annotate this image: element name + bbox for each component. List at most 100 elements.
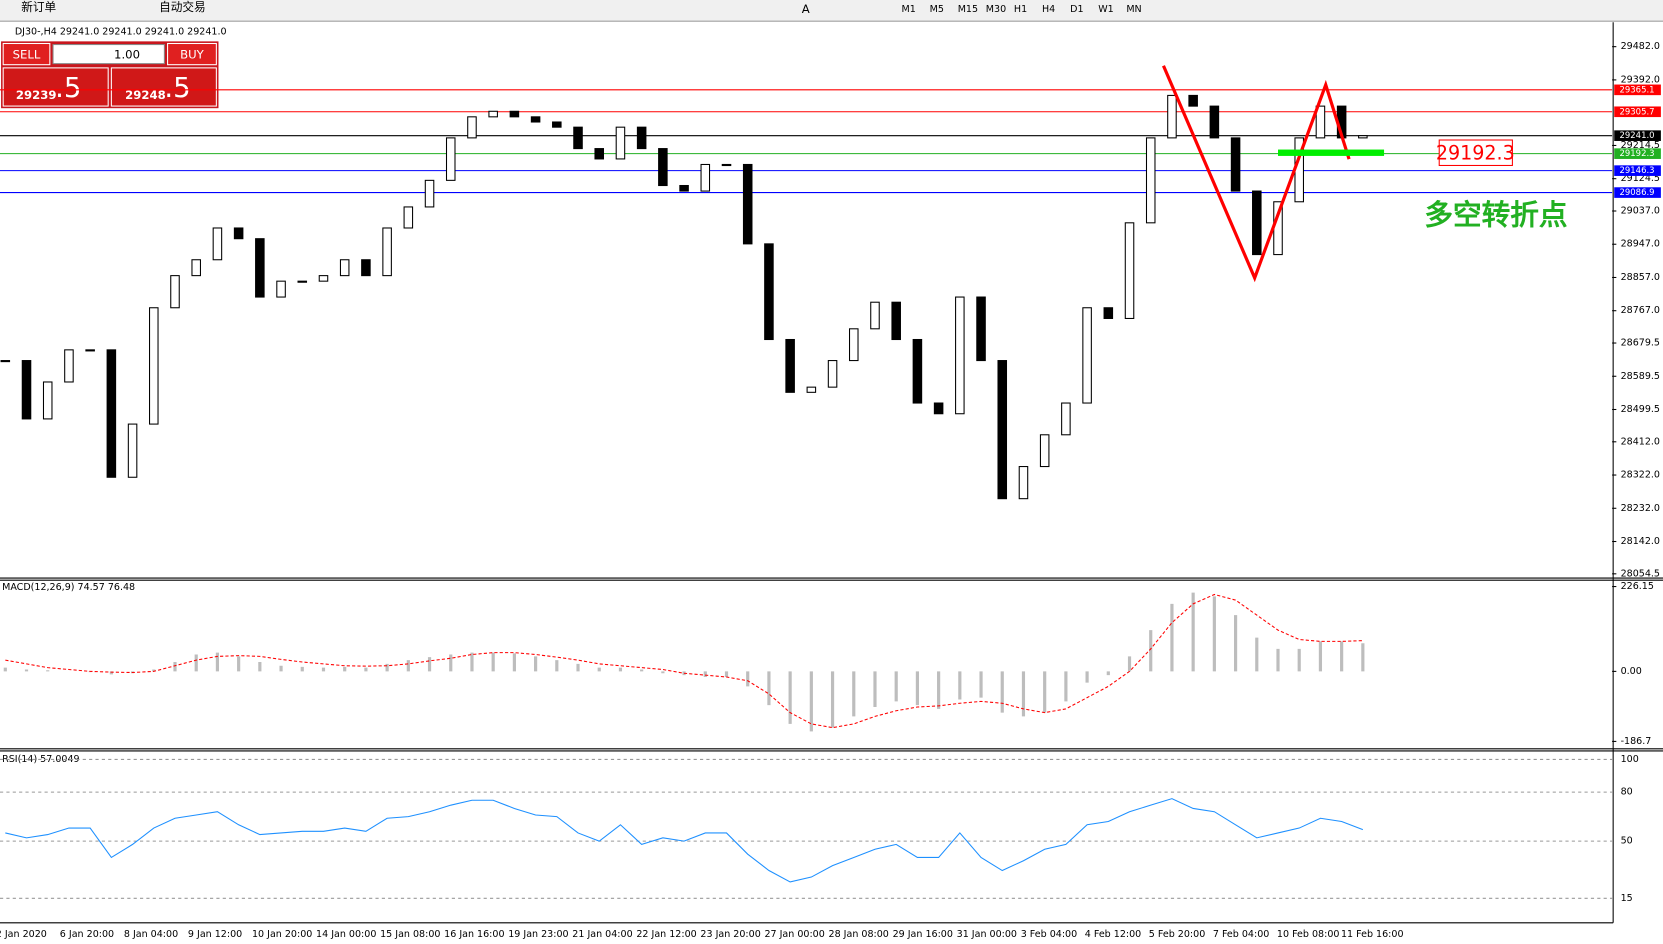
y-tick-label: 29214.5 [1621,140,1660,151]
buy-pips: .5 [164,71,190,104]
new-order-button[interactable]: 新订单 [21,0,56,14]
candle [276,280,286,298]
y-tick-label: 100 [1621,754,1639,765]
y-tick-label: 28857.0 [1621,272,1660,283]
sell-price: 29239 [16,88,57,102]
candle [0,360,11,363]
price-level-label: 29365.1 [1620,84,1655,94]
candle [785,338,795,393]
sell-pips: .5 [55,71,81,104]
candle [361,259,371,277]
rsi-line [5,798,1364,883]
price-level-tag [1614,165,1661,176]
x-tick-label: 19 Jan 23:00 [508,929,568,940]
sell-label[interactable]: SELL [13,48,41,62]
candle [1358,135,1368,139]
x-tick-label: 2 Jan 2020 [0,929,47,940]
x-tick-label: 16 Jan 16:00 [444,929,504,940]
y-tick-label: 28589.5 [1621,371,1660,382]
macd-header: MACD(12,26,9) 74.57 76.48 [2,582,135,593]
timeframe-button[interactable]: M30 [986,4,1006,15]
candle [955,296,965,415]
candle [403,206,414,229]
x-tick-label: 31 Jan 00:00 [957,929,1017,940]
price-level-label: 29241.0 [1620,130,1655,140]
x-tick-label: 28 Jan 08:00 [829,929,889,940]
candle [1124,222,1135,319]
candle [509,110,520,118]
candle [339,259,350,277]
y-tick-label: 28412.0 [1621,436,1660,447]
price-level-tag [1614,130,1661,141]
candle [848,328,859,362]
x-tick-label: 7 Feb 04:00 [1213,929,1269,940]
candle [552,121,562,128]
x-tick-label: 3 Feb 04:00 [1021,929,1077,940]
buy-price-box[interactable] [110,67,217,107]
candle [891,301,901,341]
buy-button[interactable] [167,42,217,66]
candle [467,116,477,139]
candle [827,360,838,388]
candle [445,137,456,181]
buy-label[interactable]: BUY [180,48,205,62]
candle [1230,137,1241,192]
price-level-tag [1614,106,1661,118]
price-level-label: 29086.9 [1620,187,1655,197]
x-tick-label: 27 Jan 00:00 [764,929,824,940]
y-tick-label: 28232.0 [1621,503,1660,514]
candle [297,280,308,283]
candle [1145,137,1156,224]
auto-trading-button[interactable]: 自动交易 [159,0,206,14]
candle [424,179,435,208]
lot-input[interactable] [52,44,165,65]
candle [615,126,626,160]
candle [488,110,498,118]
x-tick-label: 15 Jan 08:00 [380,929,440,940]
sell-button[interactable] [2,42,51,66]
candle [573,126,583,150]
x-tick-label: 8 Jan 04:00 [124,929,178,940]
candle [85,349,95,352]
candle [382,227,392,277]
timeframe-button[interactable]: D1 [1070,4,1083,15]
x-tick-label: 10 Jan 20:00 [252,929,312,940]
chart-header: DJ30-,H4 29241.0 29241.0 29241.0 29241.0 [15,26,227,37]
price-level-tag [1614,148,1661,159]
y-tick-label: 28054.5 [1621,568,1660,579]
price-level-tag [1614,84,1661,96]
timeframe-button[interactable]: M5 [930,4,944,15]
price-level-label: 29305.7 [1620,106,1655,116]
candle [191,259,201,277]
text-tool[interactable]: A [802,2,810,16]
timeframe-button[interactable]: MN [1126,4,1141,15]
timeframe-button[interactable]: M15 [958,4,978,15]
candle [997,360,1008,500]
candle [636,126,647,150]
timeframe-button[interactable]: H1 [1014,4,1027,15]
candle [1188,94,1198,107]
sell-price-box[interactable] [2,67,109,107]
x-tick-label: 23 Jan 20:00 [700,929,760,940]
y-tick-label: 29482.0 [1621,41,1660,52]
x-tick-label: 11 Feb 16:00 [1341,929,1404,940]
candle [806,386,817,393]
timeframe-button[interactable]: H4 [1042,4,1055,15]
y-tick-label: 50 [1621,836,1633,847]
candle [106,349,117,478]
candle [21,360,32,420]
lot-value[interactable]: 1.00 [114,48,140,62]
timeframe-button[interactable]: W1 [1098,4,1113,15]
candle [870,301,880,330]
candle [679,184,689,192]
candle [170,275,180,309]
turn-level-bar [1278,149,1385,156]
y-tick-label: 28679.5 [1621,338,1660,349]
y-tick-label: 28767.0 [1621,305,1660,316]
macd-signal [5,593,1363,729]
y-tick-label: 80 [1621,787,1633,798]
candle [594,148,605,160]
timeframe-button[interactable]: M1 [901,4,915,15]
buy-price: 29248 [125,88,166,102]
